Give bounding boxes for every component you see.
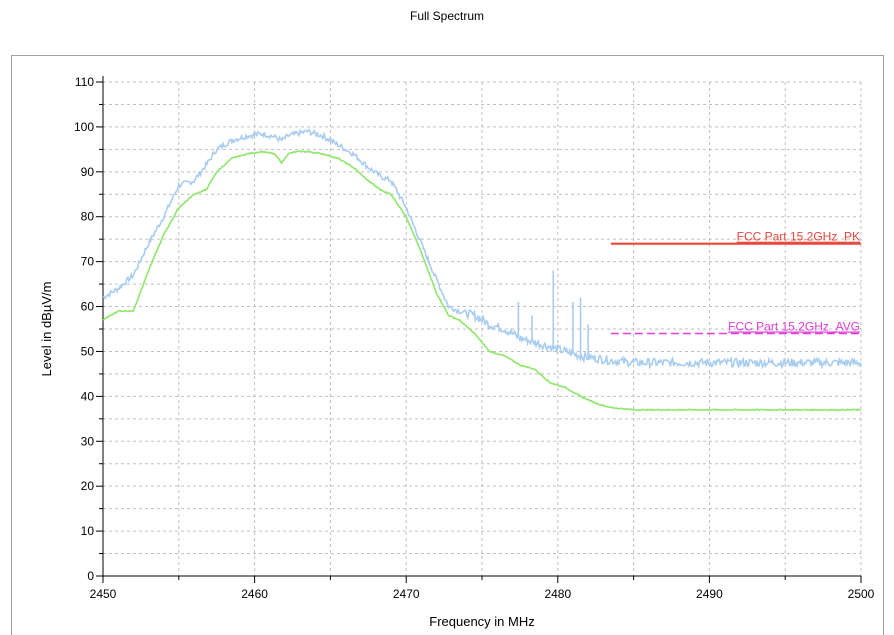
y-tick-label: 10: [81, 524, 95, 538]
y-tick-label: 20: [81, 479, 95, 493]
x-tick-label: 2490: [696, 587, 723, 601]
y-tick-label: 60: [81, 300, 95, 314]
grid: [103, 81, 862, 576]
limit-label-pk: FCC Part 15.2GHz_PK: [737, 230, 860, 244]
y-tick-label: 40: [81, 389, 95, 403]
y-tick-label: 70: [81, 255, 95, 269]
series-layer: [102, 128, 862, 412]
limit-label-avg: FCC Part 15.2GHz_AVG: [728, 319, 860, 333]
axes: [96, 76, 862, 583]
chart-title: Full Spectrum: [409, 9, 485, 23]
y-axis-label: Level in dBµV/m: [39, 282, 54, 377]
series-line-peak: [102, 128, 862, 371]
x-tick-label: 2450: [90, 587, 117, 601]
x-tick-label: 2500: [848, 587, 875, 601]
y-tick-label: 90: [81, 165, 95, 179]
y-tick-label: 0: [87, 569, 94, 583]
y-tick-label: 110: [75, 75, 94, 89]
y-tick-label: 100: [74, 120, 94, 134]
x-axis-label: Frequency in MHz: [429, 614, 534, 629]
x-tick-label: 2460: [241, 587, 268, 601]
plot-frame: [11, 55, 884, 635]
x-tick-label: 2480: [544, 587, 571, 601]
y-tick-label: 30: [81, 434, 95, 448]
tick-labels: 2450 2460 2470 2480 2490 2500 0 10 20 30 40 50 60 70 8…: [74, 75, 875, 601]
y-tick-label: 50: [81, 344, 95, 358]
series-line-average: [102, 150, 862, 412]
y-tick-label: 80: [81, 210, 95, 224]
limit-layer: FCC Part 15.2GHz_PK FCC Part 15.2GHz_AVG: [610, 230, 861, 335]
x-tick-label: 2470: [393, 587, 420, 601]
